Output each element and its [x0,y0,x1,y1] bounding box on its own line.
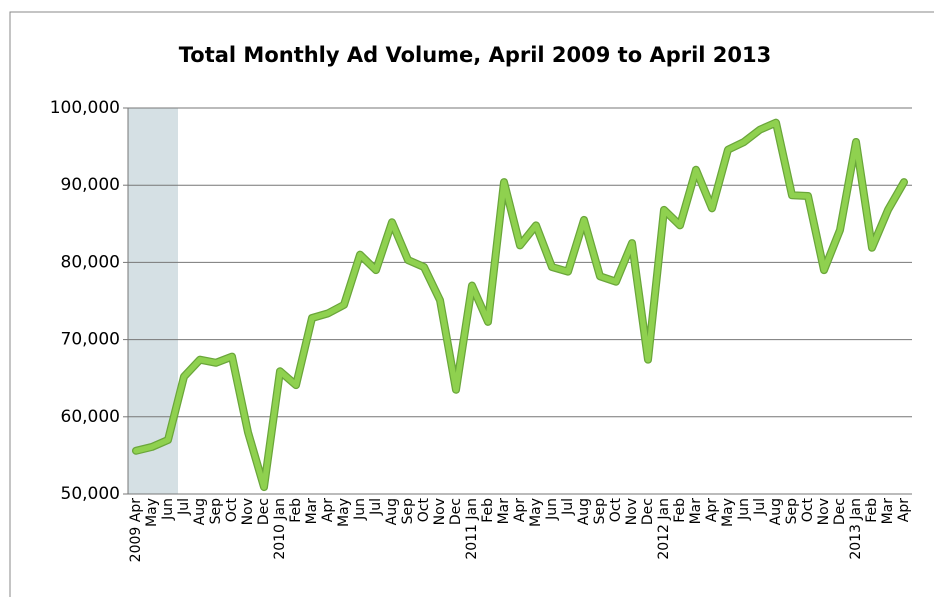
x-tick-label: Aug [384,498,400,525]
x-tick-label: 2009 Apr [128,498,144,563]
y-tick-label: 70,000 [61,330,120,350]
x-tick-label: Aug [768,498,784,525]
x-tick-label: Feb [672,498,688,523]
x-tick-label: Dec [448,498,464,525]
x-tick-label: Oct [224,498,240,523]
x-tick-label: May [528,498,544,527]
x-tick-label: Sep [208,498,224,525]
x-tick-label: Nov [816,498,832,525]
x-tick-label: Nov [624,498,640,525]
x-tick-label: Dec [256,498,272,525]
x-tick-label: 2013 Jan [848,498,864,560]
x-tick-label: Sep [400,498,416,525]
x-tick-label: Dec [832,498,848,525]
y-tick-label: 100,000 [50,98,120,118]
x-tick-label: Oct [608,498,624,523]
x-tick-label: Mar [688,498,704,525]
x-tick-label: May [144,498,160,527]
x-tick-label: Dec [640,498,656,525]
x-tick-label: May [336,498,352,527]
x-tick-label: Feb [480,498,496,523]
x-tick-label: Mar [880,498,896,525]
x-tick-label: Jun [160,498,176,521]
x-tick-label: Apr [512,498,528,522]
x-tick-label: Aug [192,498,208,525]
x-tick-label: Oct [800,498,816,523]
y-tick-label: 80,000 [61,252,120,272]
x-tick-label: Mar [496,498,512,525]
x-tick-label: Sep [784,498,800,525]
y-tick-label: 60,000 [61,407,120,427]
x-tick-label: Nov [432,498,448,525]
y-tick-label: 90,000 [61,175,120,195]
x-tick-label: Jul [560,498,576,516]
x-tick-label: Apr [320,498,336,522]
chart-frame [9,11,934,597]
x-tick-label: Mar [304,498,320,525]
x-tick-label: Sep [592,498,608,525]
x-tick-label: Oct [416,498,432,523]
x-tick-label: Nov [240,498,256,525]
x-tick-label: Jun [736,498,752,521]
x-tick-label: Jul [752,498,768,516]
x-tick-label: Jul [176,498,192,516]
x-tick-label: 2010 Jan [272,498,288,560]
data-line-inner [133,119,907,490]
x-tick-label: Aug [576,498,592,525]
chart-title: Total Monthly Ad Volume, April 2009 to A… [179,43,772,67]
x-tick-label: Feb [288,498,304,523]
x-tick-label: 2011 Jan [464,498,480,560]
x-tick-label: Jul [368,498,384,516]
x-tick-label: Apr [704,498,720,522]
x-tick-label: Jun [544,498,560,521]
x-tick-label: 2012 Jan [656,498,672,560]
y-tick-label: 50,000 [61,484,120,504]
x-tick-label: Feb [864,498,880,523]
x-tick-label: Jun [352,498,368,521]
x-tick-label: Apr [896,498,912,522]
x-tick-label: May [720,498,736,527]
